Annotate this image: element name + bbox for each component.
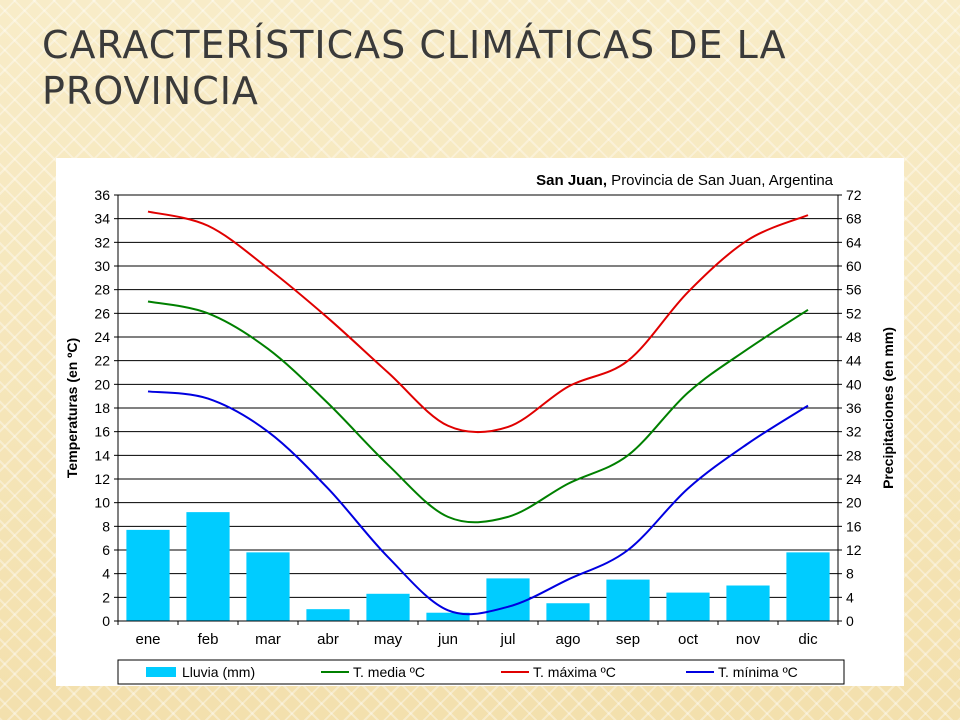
axes: 0246810121416182022242628303234360481216…: [94, 187, 861, 648]
chart-title: San Juan, Provincia de San Juan, Argenti…: [536, 172, 833, 189]
legend-box: [117, 659, 845, 685]
legend-label-bars: Lluvia (mm): [182, 664, 255, 680]
right-tick-label: 64: [846, 234, 862, 250]
left-tick-label: 30: [94, 258, 110, 274]
climate-chart: San Juan, Provincia de San Juan, Argenti…: [64, 172, 896, 685]
left-tick-label: 14: [94, 447, 110, 463]
right-tick-label: 28: [846, 447, 862, 463]
rain-bar-oct: [666, 592, 710, 621]
x-tick-label: sep: [616, 631, 640, 648]
y-axis-right-label: Precipitaciones (en mm): [880, 327, 896, 489]
x-tick-label: dic: [798, 631, 818, 648]
left-tick-label: 18: [94, 400, 110, 416]
right-tick-label: 68: [846, 211, 862, 227]
x-tick-label: jun: [437, 631, 458, 648]
right-tick-label: 4: [846, 589, 854, 605]
left-tick-label: 26: [94, 305, 110, 321]
left-tick-label: 6: [102, 542, 110, 558]
right-tick-label: 8: [846, 566, 854, 582]
left-tick-label: 4: [102, 566, 110, 582]
rain-bar-ago: [546, 603, 590, 621]
right-tick-label: 60: [846, 258, 862, 274]
right-tick-label: 16: [846, 518, 862, 534]
right-tick-label: 12: [846, 542, 862, 558]
legend-label-series-0: T. media ºC: [353, 664, 425, 680]
right-tick-label: 56: [846, 282, 862, 298]
right-tick-label: 0: [846, 613, 854, 629]
right-tick-label: 40: [846, 376, 862, 392]
right-tick-label: 24: [846, 471, 862, 487]
right-tick-label: 36: [846, 400, 862, 416]
y-axis-left-label: Temperaturas (en ºC): [64, 338, 80, 478]
chart-frame: San Juan, Provincia de San Juan, Argenti…: [56, 158, 904, 686]
chart-title-region: Provincia de San Juan, Argentina: [607, 172, 834, 189]
x-tick-label: oct: [678, 631, 699, 648]
series-line-2: [147, 390, 809, 616]
right-tick-label: 20: [846, 495, 862, 511]
rain-bar-feb: [186, 512, 230, 621]
rain-bar-nov: [726, 585, 770, 621]
right-tick-label: 52: [846, 305, 862, 321]
left-tick-label: 0: [102, 613, 110, 629]
x-tick-label: ago: [555, 631, 580, 648]
left-tick-label: 32: [94, 234, 110, 250]
left-tick-label: 22: [94, 353, 110, 369]
legend-label-series-2: T. mínima ºC: [718, 664, 798, 680]
left-tick-label: 36: [94, 187, 110, 203]
left-tick-label: 24: [94, 329, 110, 345]
rain-bar-ene: [126, 529, 170, 621]
rain-bar-dic: [786, 552, 830, 621]
legend-swatch-bars: [146, 667, 176, 677]
rain-bar-may: [366, 593, 410, 621]
slide-title: CARACTERÍSTICAS CLIMÁTICAS DE LA PROVINC…: [42, 23, 787, 113]
left-tick-label: 12: [94, 471, 110, 487]
x-tick-label: feb: [198, 631, 219, 648]
left-tick-label: 2: [102, 589, 110, 605]
legend: Lluvia (mm) T. media ºC T. máxima ºC T. mín…: [117, 659, 845, 685]
left-tick-label: 28: [94, 282, 110, 298]
rain-bar-jun: [426, 612, 470, 621]
x-tick-label: abr: [317, 631, 339, 648]
rain-bar-sep: [606, 579, 650, 621]
rain-bars: [126, 512, 830, 621]
x-tick-label: mar: [255, 631, 281, 648]
x-tick-label: may: [374, 631, 403, 648]
left-tick-label: 20: [94, 376, 110, 392]
left-tick-label: 10: [94, 495, 110, 511]
x-tick-label: jul: [499, 631, 515, 648]
left-tick-label: 16: [94, 424, 110, 440]
rain-bar-abr: [306, 609, 350, 621]
chart-title-city: San Juan,: [536, 172, 607, 189]
left-tick-label: 34: [94, 211, 110, 227]
x-tick-label: nov: [736, 631, 761, 648]
right-tick-label: 48: [846, 329, 862, 345]
right-tick-label: 72: [846, 187, 862, 203]
rain-bar-jul: [486, 578, 530, 621]
rain-bar-mar: [246, 552, 290, 621]
legend-label-series-1: T. máxima ºC: [533, 664, 616, 680]
right-tick-label: 44: [846, 353, 862, 369]
right-tick-label: 32: [846, 424, 862, 440]
series-line-1: [147, 210, 809, 434]
temperature-lines: [147, 210, 809, 616]
x-tick-label: ene: [135, 631, 160, 648]
gridlines: [118, 194, 838, 622]
left-tick-label: 8: [102, 518, 110, 534]
series-line-0: [147, 300, 809, 524]
